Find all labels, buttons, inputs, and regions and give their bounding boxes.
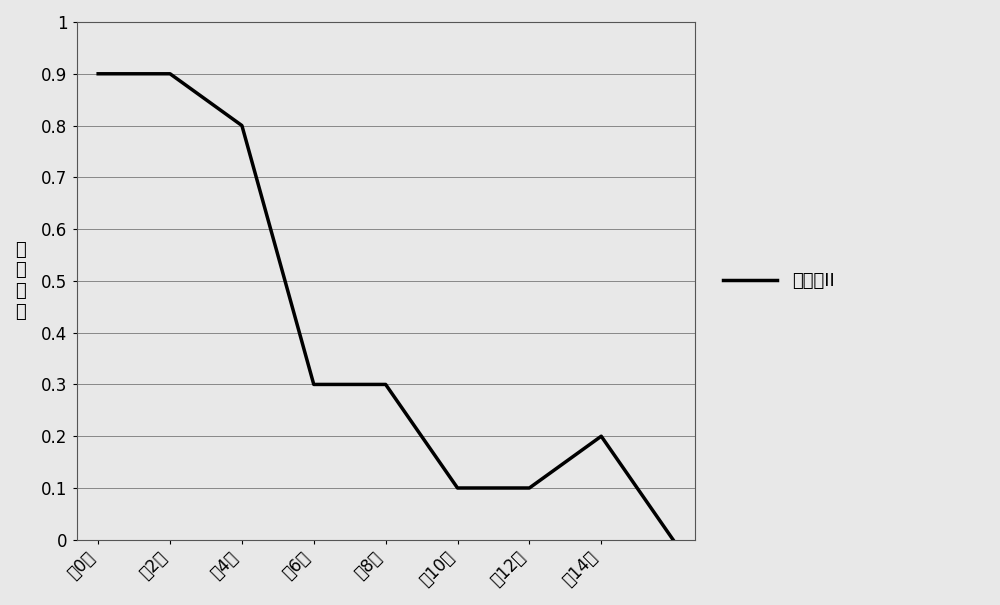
稀释液II — [523, 485, 535, 492]
稀释液II — [164, 70, 176, 77]
稀释液II — [380, 381, 392, 388]
稀释液II — [92, 70, 104, 77]
稀释液II — [667, 536, 679, 543]
稀释液II — [236, 122, 248, 129]
稀释液II — [595, 433, 607, 440]
Legend: 稀释液II: 稀释液II — [716, 264, 842, 297]
Line: 稀释液II: 稀释液II — [98, 74, 673, 540]
稀释液II — [308, 381, 320, 388]
稀释液II — [452, 485, 464, 492]
Y-axis label: 精
子
活
率: 精 子 活 率 — [15, 241, 26, 321]
